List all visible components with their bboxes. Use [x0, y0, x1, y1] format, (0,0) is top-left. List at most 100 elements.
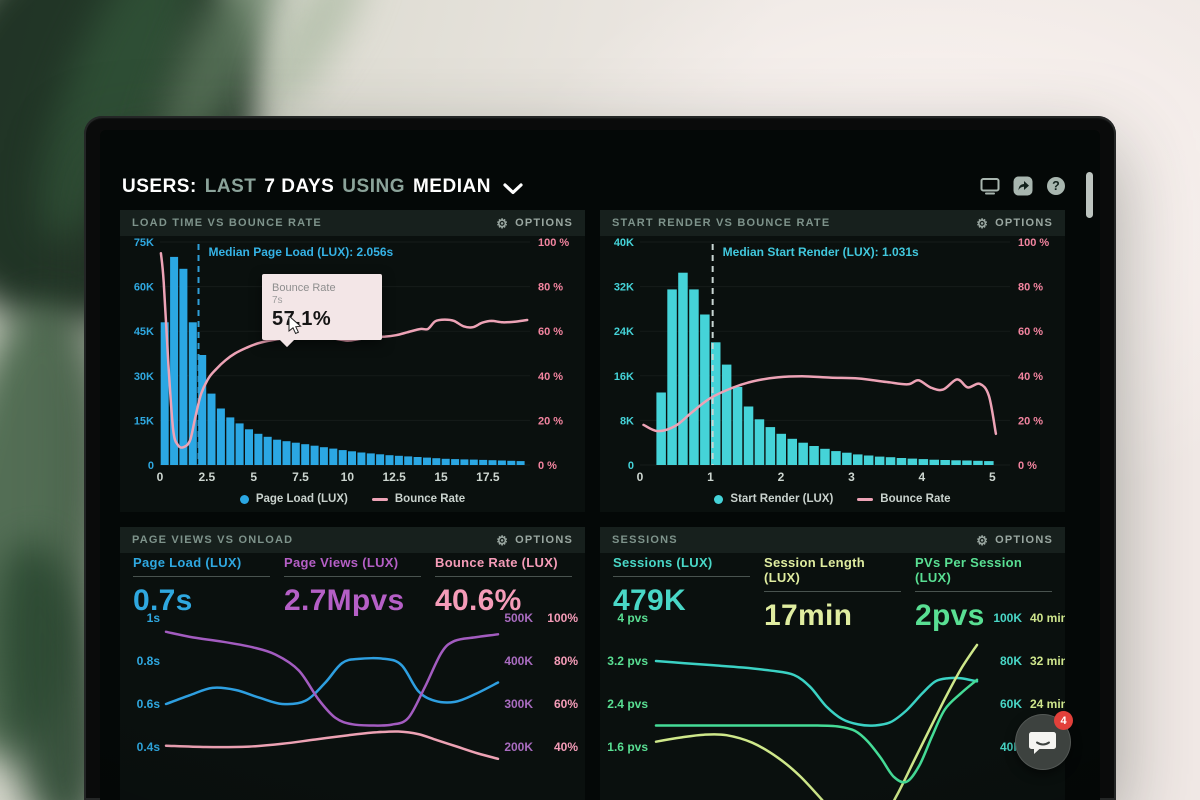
- histogram-bar[interactable]: [310, 445, 319, 465]
- histogram-bar[interactable]: [874, 456, 885, 465]
- histogram-bar[interactable]: [385, 455, 394, 465]
- histogram-bar[interactable]: [929, 459, 940, 465]
- dashboard-screen: USERS: LAST 7 DAYS USING MEDIAN: [100, 130, 1100, 800]
- histogram-bar[interactable]: [188, 322, 197, 465]
- histogram-bar[interactable]: [831, 451, 841, 465]
- axis-row-col2: 60%: [554, 697, 578, 711]
- svg-text:?: ?: [1052, 179, 1060, 193]
- histogram-bar[interactable]: [254, 433, 263, 465]
- histogram-bar[interactable]: [776, 433, 787, 465]
- histogram-bar[interactable]: [689, 289, 699, 465]
- histogram-bar[interactable]: [820, 448, 830, 465]
- mouse-cursor: [288, 316, 302, 335]
- histogram-bar[interactable]: [885, 457, 896, 465]
- histogram-bar[interactable]: [667, 289, 677, 465]
- metrics-row: Page Load (LUX) 0.7s Page Views (LUX) 2.7Mp…: [133, 555, 572, 618]
- histogram-bar[interactable]: [907, 458, 918, 465]
- histogram-bar[interactable]: [245, 429, 253, 465]
- histogram-bar[interactable]: [516, 461, 525, 465]
- histogram-bar[interactable]: [198, 355, 207, 465]
- histogram-bar[interactable]: [918, 459, 929, 465]
- histogram-bar[interactable]: [711, 342, 721, 465]
- histogram-bar[interactable]: [488, 460, 497, 465]
- histogram-bar[interactable]: [216, 408, 225, 466]
- histogram-bar[interactable]: [469, 459, 478, 465]
- chat-launcher-button[interactable]: 4: [1015, 711, 1073, 770]
- gear-icon: ⚙: [496, 215, 510, 231]
- histogram-bar[interactable]: [301, 444, 310, 465]
- histogram-bar[interactable]: [765, 427, 776, 465]
- histogram-bar[interactable]: [721, 364, 732, 465]
- axis-row-col2: 80%: [554, 654, 578, 668]
- histogram-bar[interactable]: [423, 457, 431, 465]
- legend-item-start-render-lux[interactable]: Start Render (LUX): [714, 493, 833, 505]
- x-axis-tick: 12.5: [382, 470, 406, 484]
- options-button[interactable]: ⚙ OPTIONS: [976, 534, 1053, 547]
- histogram-bar[interactable]: [160, 322, 169, 465]
- histogram-bar[interactable]: [732, 386, 743, 465]
- histogram-bar[interactable]: [853, 454, 863, 465]
- histogram-bar[interactable]: [263, 436, 272, 465]
- histogram-bar[interactable]: [896, 458, 907, 465]
- legend-item-bounce-rate[interactable]: Bounce Rate: [371, 493, 465, 505]
- histogram-bar[interactable]: [413, 457, 422, 465]
- histogram-bar[interactable]: [291, 442, 300, 465]
- histogram-bar[interactable]: [179, 268, 188, 465]
- histogram-bar[interactable]: [678, 272, 688, 465]
- x-axis-tick: 3: [848, 470, 855, 484]
- histogram-bar[interactable]: [743, 406, 754, 466]
- metric-sessions-lux: Sessions (LUX) 479K: [613, 555, 750, 633]
- histogram-bar[interactable]: [319, 447, 328, 465]
- histogram-bar[interactable]: [973, 460, 983, 465]
- histogram-bar[interactable]: [441, 458, 450, 465]
- histogram-bar[interactable]: [170, 256, 179, 465]
- dashboard-title-dropdown[interactable]: USERS: LAST 7 DAYS USING MEDIAN: [122, 174, 523, 200]
- histogram-bar[interactable]: [235, 423, 244, 465]
- histogram-bar[interactable]: [273, 439, 282, 465]
- histogram-bar[interactable]: [479, 459, 488, 465]
- histogram-bar[interactable]: [348, 451, 356, 465]
- histogram-bar[interactable]: [863, 455, 874, 466]
- histogram-bar[interactable]: [404, 456, 413, 465]
- histogram-bar[interactable]: [338, 450, 347, 465]
- histogram-bar[interactable]: [207, 393, 216, 465]
- legend-item-bounce-rate[interactable]: Bounce Rate: [857, 493, 951, 505]
- histogram-bar[interactable]: [951, 460, 961, 465]
- histogram-bar[interactable]: [787, 438, 798, 465]
- share-icon[interactable]: [1013, 176, 1033, 196]
- help-icon[interactable]: ?: [1046, 176, 1066, 196]
- histogram-bar[interactable]: [451, 459, 460, 465]
- legend-item-page-load-lux[interactable]: Page Load (LUX): [239, 493, 348, 505]
- gear-icon: ⚙: [976, 532, 990, 548]
- x-axis-tick: 7.5: [292, 470, 309, 484]
- legend-swatch: [857, 497, 874, 501]
- histogram-bar[interactable]: [809, 446, 819, 465]
- histogram-bar[interactable]: [700, 314, 710, 466]
- histogram-bar[interactable]: [432, 458, 441, 465]
- histogram-bar[interactable]: [940, 460, 950, 465]
- histogram-bar[interactable]: [357, 452, 366, 466]
- histogram-bar[interactable]: [460, 459, 469, 465]
- monitor-icon[interactable]: [980, 176, 1000, 196]
- histogram-bar[interactable]: [394, 455, 403, 465]
- histogram-bar[interactable]: [962, 460, 972, 466]
- panel-header: SESSIONS ⚙ OPTIONS: [600, 527, 1065, 553]
- options-button[interactable]: ⚙ OPTIONS: [976, 217, 1053, 230]
- histogram-bar[interactable]: [984, 461, 994, 465]
- histogram-bar[interactable]: [656, 392, 666, 466]
- histogram-bar[interactable]: [282, 441, 291, 465]
- histogram-bar[interactable]: [376, 454, 385, 465]
- y-axis-tick-right: 100 %: [538, 237, 569, 249]
- scrollbar-thumb[interactable]: [1086, 172, 1093, 218]
- histogram-bar[interactable]: [798, 442, 808, 465]
- histogram-bar[interactable]: [754, 419, 765, 465]
- options-button[interactable]: ⚙ OPTIONS: [496, 534, 573, 547]
- histogram-bar[interactable]: [842, 452, 852, 465]
- options-button[interactable]: ⚙ OPTIONS: [496, 217, 573, 230]
- histogram-bar[interactable]: [497, 460, 506, 466]
- histogram-bar[interactable]: [226, 417, 235, 465]
- histogram-bar[interactable]: [329, 448, 338, 465]
- y-axis-tick-left: 40K: [614, 237, 634, 249]
- histogram-bar[interactable]: [366, 453, 375, 465]
- histogram-bar[interactable]: [507, 460, 516, 465]
